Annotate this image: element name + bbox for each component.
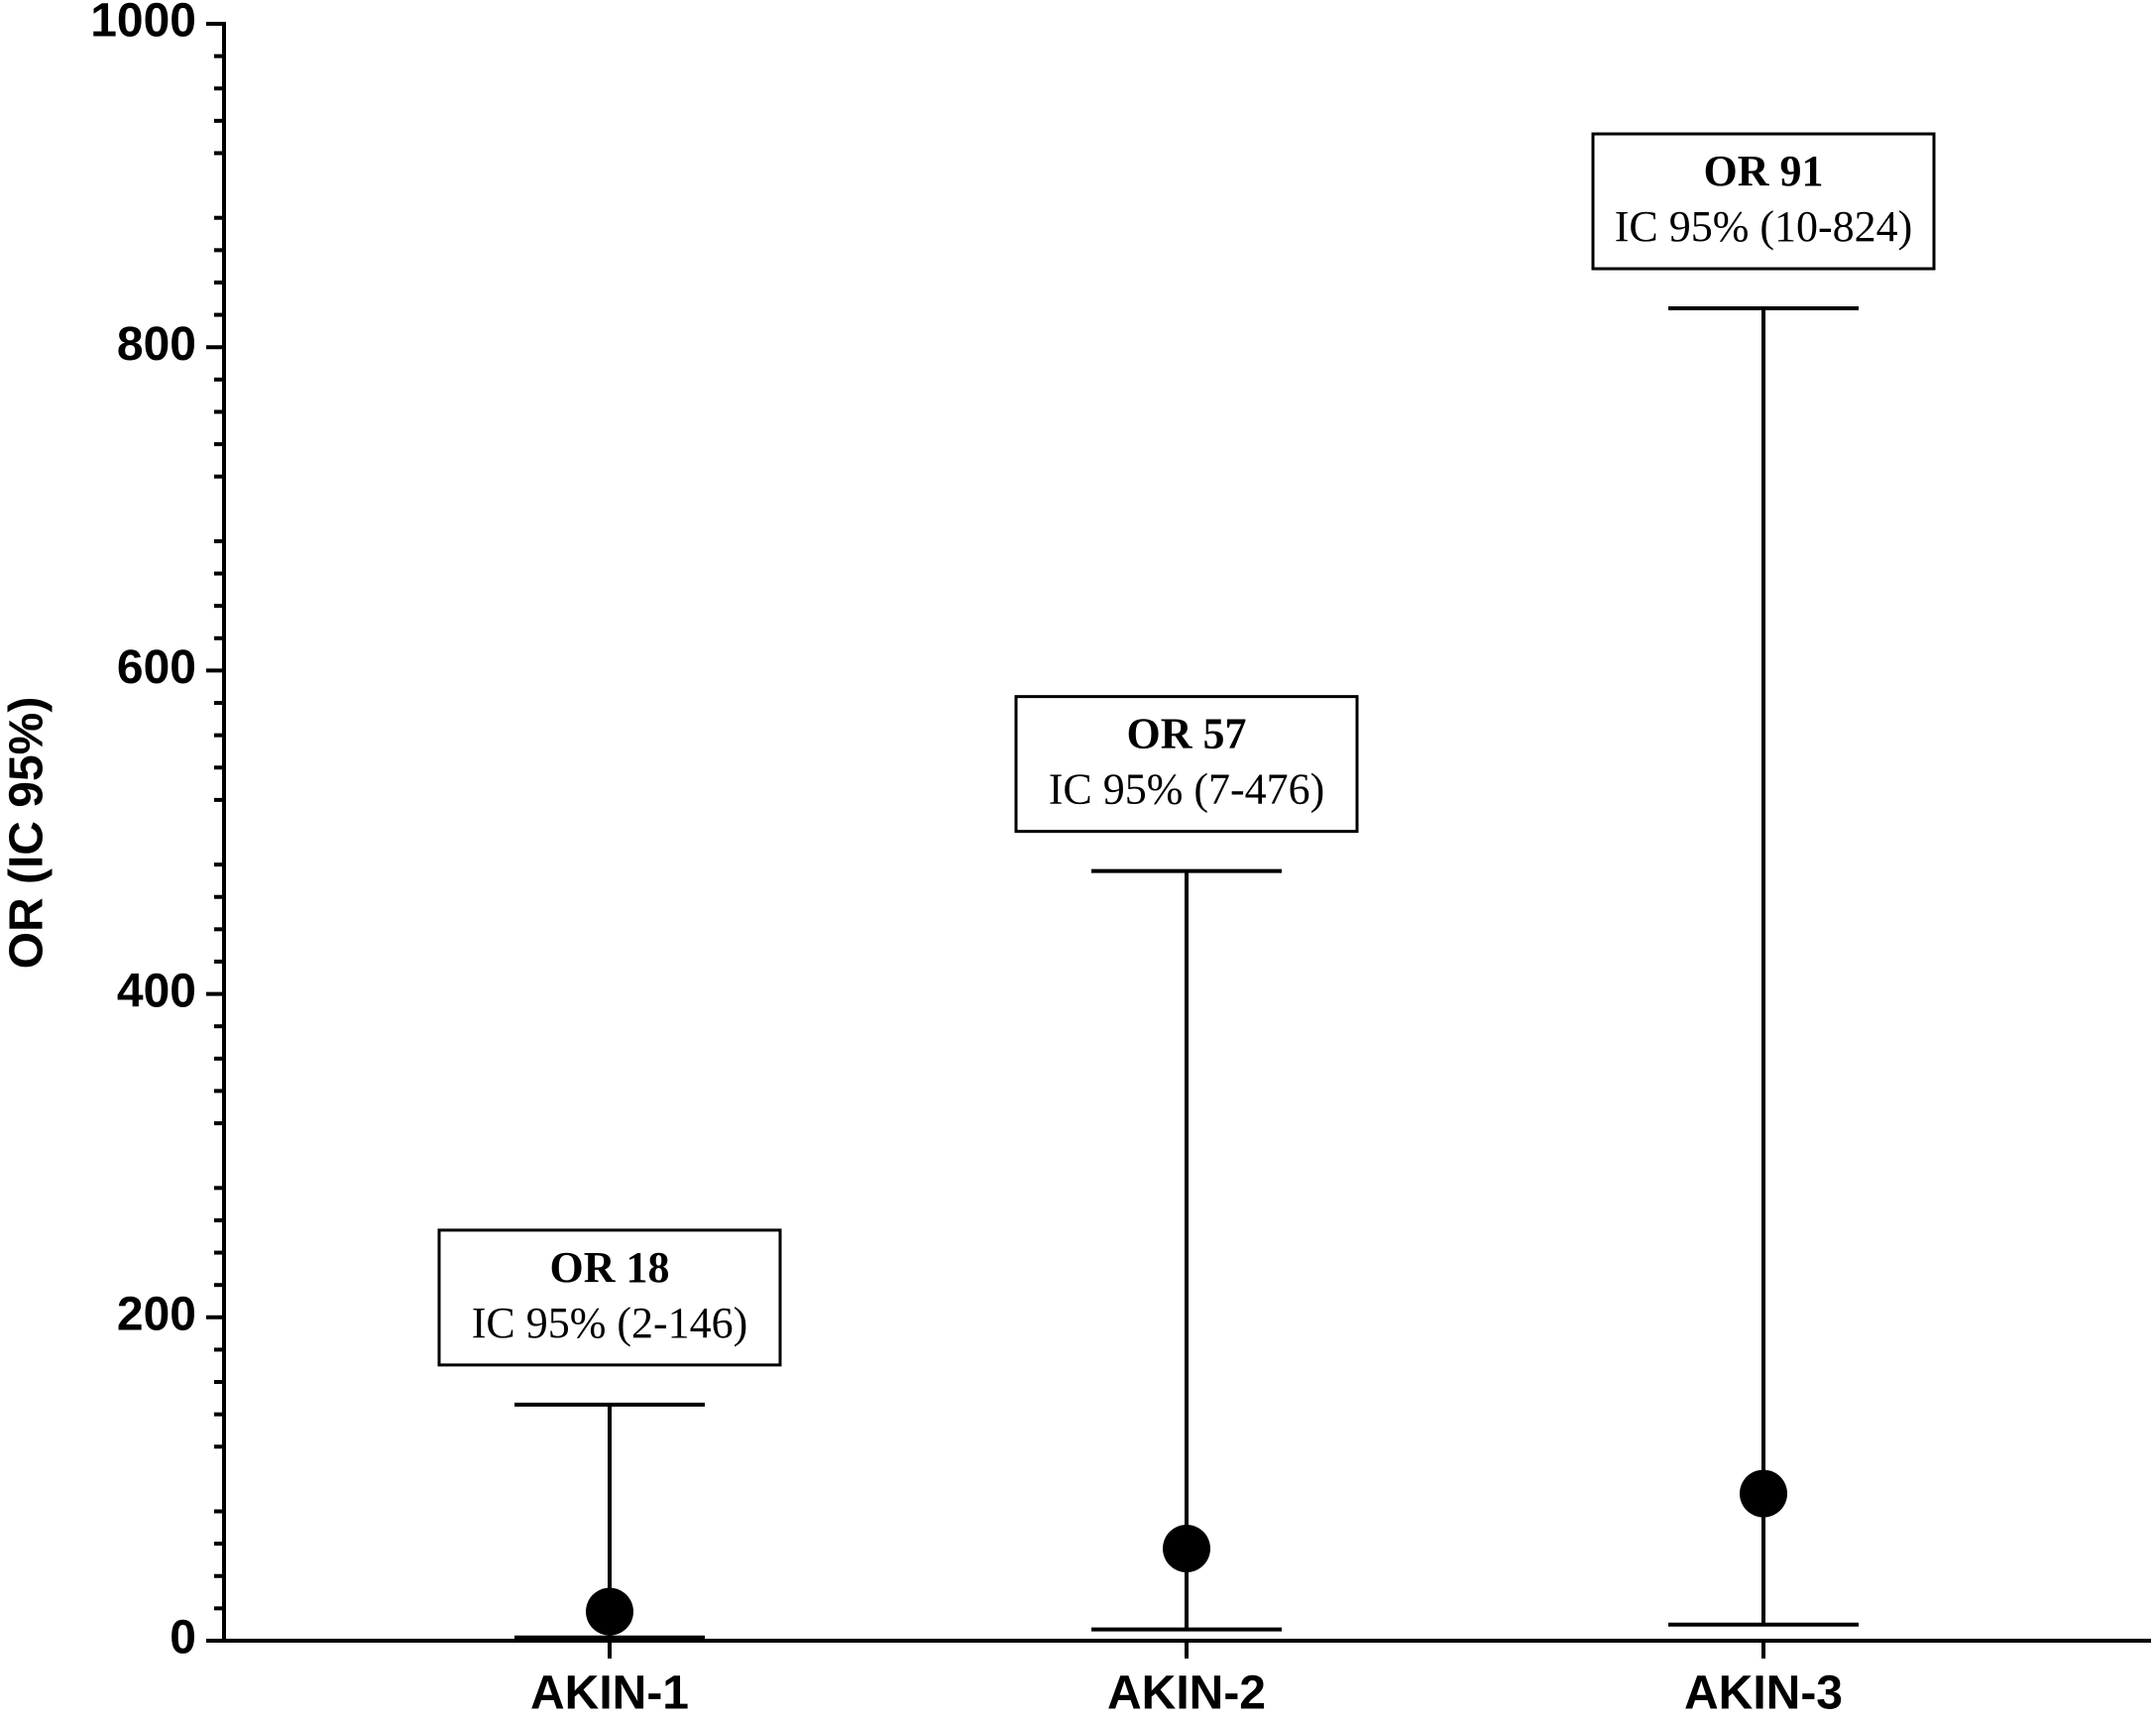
annotation-title: OR 57 [1127,710,1247,758]
y-axis-title: OR (IC 95%) [1,697,54,970]
x-tick-label: AKIN-3 [1684,1667,1843,1720]
y-tick-label: 1000 [90,0,196,48]
annotation-title: OR 91 [1704,147,1824,195]
y-tick-label: 400 [117,965,196,1017]
annotation-box [437,1228,782,1367]
point [1740,1469,1787,1518]
annotation-text: IC 95% (2-146) [472,1299,748,1347]
y-tick-label: 0 [170,1612,196,1664]
y-tick-label: 200 [117,1288,196,1340]
annotation-box [1591,132,1936,271]
annotation-title: OR 18 [550,1243,670,1292]
y-tick-label: 800 [117,318,196,371]
point [586,1587,633,1636]
x-tick-label: AKIN-2 [1107,1667,1266,1720]
y-tick-label: 600 [117,641,196,694]
point [1163,1525,1210,1573]
annotation-box [1014,695,1359,834]
annotation-text: IC 95% (7-476) [1049,765,1325,814]
annotation-text: IC 95% (10-824) [1615,202,1913,251]
x-tick-label: AKIN-1 [530,1667,689,1720]
